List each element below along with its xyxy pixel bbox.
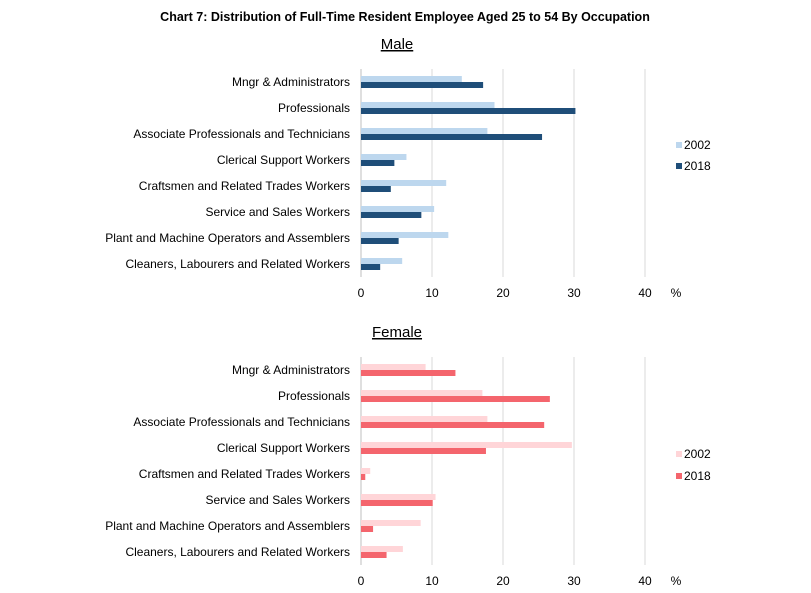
- male-bar-2018: [361, 238, 399, 244]
- male-bar-2018: [361, 82, 484, 88]
- male-bar-2002: [361, 128, 488, 134]
- female-bar-2018: [361, 422, 545, 428]
- male-bar-2018: [361, 160, 395, 166]
- female-x-tick-label: 10: [425, 574, 439, 588]
- male-bar-2018: [361, 186, 391, 192]
- male-legend-swatch-2018: [676, 163, 682, 169]
- male-bar-2002: [361, 232, 449, 238]
- female-panel: Female Mngr & Administrators Professionals…: [105, 324, 711, 588]
- female-bar-2002: [361, 364, 426, 370]
- female-panel-title: Female: [372, 324, 422, 341]
- male-legend-label-2018: 2018: [684, 159, 711, 173]
- female-unit-label: %: [671, 574, 682, 588]
- female-bar-2018: [361, 526, 374, 532]
- female-x-tick-label: 0: [358, 574, 365, 588]
- female-bar-2018: [361, 396, 550, 402]
- female-bar-2002: [361, 416, 488, 422]
- male-category-label: Plant and Machine Operators and Assemble…: [105, 231, 350, 245]
- male-panel-title: Male: [381, 36, 414, 53]
- female-category-label: Mngr & Administrators: [232, 363, 350, 377]
- female-bar-2002: [361, 494, 436, 500]
- male-x-tick-label: 20: [496, 286, 510, 300]
- female-category-label: Craftsmen and Related Trades Workers: [139, 467, 350, 481]
- male-bar-2018: [361, 212, 422, 218]
- male-bar-2018: [361, 108, 576, 114]
- male-bar-2018: [361, 264, 381, 270]
- male-bar-2002: [361, 206, 435, 212]
- female-bar-2002: [361, 546, 403, 552]
- female-legend-swatch-2002: [676, 451, 682, 457]
- chart-title: Chart 7: Distribution of Full-Time Resid…: [160, 10, 650, 24]
- male-unit-label: %: [671, 286, 682, 300]
- female-bar-2002: [361, 390, 483, 396]
- female-category-label: Professionals: [278, 389, 350, 403]
- male-legend-label-2002: 2002: [684, 138, 711, 152]
- female-x-tick-label: 30: [567, 574, 581, 588]
- male-panel: Male Mngr & Administrators Professionals As…: [105, 36, 711, 300]
- female-legend-label-2002: 2002: [684, 447, 711, 461]
- male-bar-2002: [361, 180, 447, 186]
- male-category-label: Mngr & Administrators: [232, 75, 350, 89]
- female-bar-2002: [361, 520, 421, 526]
- female-bar-2018: [361, 552, 387, 558]
- female-x-tick-label: 20: [496, 574, 510, 588]
- female-bar-2018: [361, 500, 433, 506]
- male-category-label: Craftsmen and Related Trades Workers: [139, 179, 350, 193]
- female-bar-2018: [361, 448, 486, 454]
- female-bar-2018: [361, 370, 456, 376]
- female-bar-2002: [361, 442, 572, 448]
- male-bar-2002: [361, 76, 462, 82]
- female-category-label: Service and Sales Workers: [205, 493, 350, 507]
- male-bar-2002: [361, 102, 495, 108]
- female-legend-label-2018: 2018: [684, 469, 711, 483]
- male-category-label: Clerical Support Workers: [217, 153, 350, 167]
- male-x-tick-label: 30: [567, 286, 581, 300]
- female-bar-2002: [361, 468, 371, 474]
- male-bar-2002: [361, 154, 407, 160]
- male-x-tick-label: 40: [638, 286, 652, 300]
- male-x-tick-label: 10: [425, 286, 439, 300]
- male-legend-swatch-2002: [676, 142, 682, 148]
- male-x-tick-label: 0: [358, 286, 365, 300]
- male-category-label: Associate Professionals and Technicians: [133, 127, 350, 141]
- female-category-label: Associate Professionals and Technicians: [133, 415, 350, 429]
- female-x-tick-label: 40: [638, 574, 652, 588]
- female-category-label: Clerical Support Workers: [217, 441, 350, 455]
- male-category-label: Professionals: [278, 101, 350, 115]
- female-legend-swatch-2018: [676, 473, 682, 479]
- female-category-label: Plant and Machine Operators and Assemble…: [105, 519, 350, 533]
- male-category-label: Cleaners, Labourers and Related Workers: [125, 257, 350, 271]
- male-bar-2018: [361, 134, 543, 140]
- female-bar-2018: [361, 474, 366, 480]
- male-category-label: Service and Sales Workers: [205, 205, 350, 219]
- male-bar-2002: [361, 258, 403, 264]
- female-category-label: Cleaners, Labourers and Related Workers: [125, 545, 350, 559]
